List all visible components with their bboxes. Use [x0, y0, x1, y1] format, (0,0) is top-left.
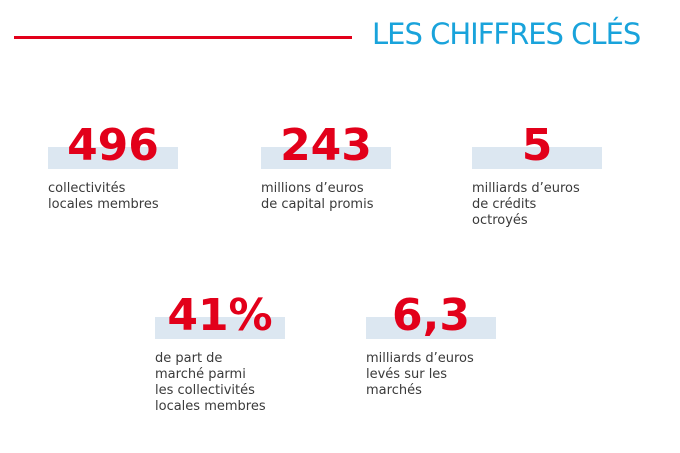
stat-value: 5: [521, 120, 553, 171]
stat-value: 243: [280, 120, 372, 171]
header-accent-rule: [14, 36, 352, 39]
stat-description: millions d’euros de capital promis: [261, 181, 374, 212]
stat-value: 41%: [167, 290, 273, 341]
stat-value: 496: [67, 120, 159, 171]
stat-value: 6,3: [392, 290, 470, 341]
stat-description: de part de marché parmi les collectivité…: [155, 351, 266, 414]
stat-band: [261, 147, 391, 169]
stat-band: [48, 147, 178, 169]
stat-band: [366, 317, 496, 339]
stat-description: milliards d’euros levés sur les marchés: [366, 351, 474, 398]
stat-description: milliards d’euros de crédits octroyés: [472, 181, 580, 228]
stat-description: collectivités locales membres: [48, 181, 159, 212]
page-title: LES CHIFFRES CLÉS: [372, 17, 641, 51]
stat-band: [472, 147, 602, 169]
stat-band: [155, 317, 285, 339]
